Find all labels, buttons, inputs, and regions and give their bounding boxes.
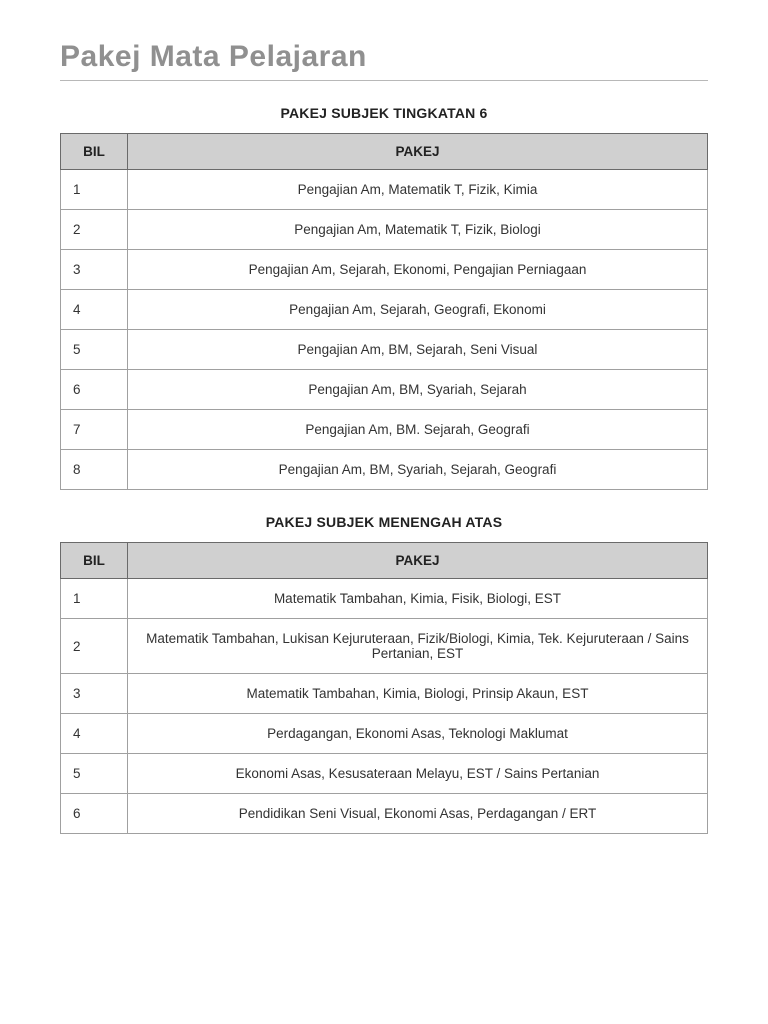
table-row: 8Pengajian Am, BM, Syariah, Sejarah, Geo… <box>61 450 708 490</box>
cell-pakej: Ekonomi Asas, Kesusateraan Melayu, EST /… <box>128 754 708 794</box>
table-row: 4Pengajian Am, Sejarah, Geografi, Ekonom… <box>61 290 708 330</box>
cell-pakej: Pengajian Am, BM. Sejarah, Geografi <box>128 410 708 450</box>
table-menengah-atas: BIL PAKEJ 1Matematik Tambahan, Kimia, Fi… <box>60 542 708 834</box>
cell-pakej: Pengajian Am, BM, Syariah, Sejarah <box>128 370 708 410</box>
cell-pakej: Pengajian Am, Matematik T, Fizik, Biolog… <box>128 210 708 250</box>
cell-bil: 3 <box>61 674 128 714</box>
cell-pakej: Pengajian Am, Sejarah, Geografi, Ekonomi <box>128 290 708 330</box>
cell-pakej: Matematik Tambahan, Kimia, Fisik, Biolog… <box>128 579 708 619</box>
table-row: 3Matematik Tambahan, Kimia, Biologi, Pri… <box>61 674 708 714</box>
cell-pakej: Perdagangan, Ekonomi Asas, Teknologi Mak… <box>128 714 708 754</box>
table-tingkatan6: BIL PAKEJ 1Pengajian Am, Matematik T, Fi… <box>60 133 708 490</box>
cell-bil: 3 <box>61 250 128 290</box>
table-row: 6Pendidikan Seni Visual, Ekonomi Asas, P… <box>61 794 708 834</box>
page-title: Pakej Mata Pelajaran <box>60 40 708 74</box>
cell-bil: 8 <box>61 450 128 490</box>
cell-pakej: Matematik Tambahan, Kimia, Biologi, Prin… <box>128 674 708 714</box>
table-row: 3Pengajian Am, Sejarah, Ekonomi, Pengaji… <box>61 250 708 290</box>
table-row: 5Pengajian Am, BM, Sejarah, Seni Visual <box>61 330 708 370</box>
cell-pakej: Pendidikan Seni Visual, Ekonomi Asas, Pe… <box>128 794 708 834</box>
cell-pakej: Pengajian Am, BM, Syariah, Sejarah, Geog… <box>128 450 708 490</box>
cell-pakej: Pengajian Am, Matematik T, Fizik, Kimia <box>128 170 708 210</box>
cell-bil: 5 <box>61 330 128 370</box>
cell-bil: 2 <box>61 619 128 674</box>
table-row: 2Pengajian Am, Matematik T, Fizik, Biolo… <box>61 210 708 250</box>
table-row: 5Ekonomi Asas, Kesusateraan Melayu, EST … <box>61 754 708 794</box>
section1-title: PAKEJ SUBJEK TINGKATAN 6 <box>60 105 708 121</box>
cell-bil: 4 <box>61 714 128 754</box>
cell-bil: 2 <box>61 210 128 250</box>
section2-title: PAKEJ SUBJEK MENENGAH ATAS <box>60 514 708 530</box>
cell-bil: 4 <box>61 290 128 330</box>
col-header-pakej: PAKEJ <box>128 543 708 579</box>
table-row: 4Perdagangan, Ekonomi Asas, Teknologi Ma… <box>61 714 708 754</box>
cell-bil: 6 <box>61 794 128 834</box>
table-row: 6Pengajian Am, BM, Syariah, Sejarah <box>61 370 708 410</box>
table-row: 1Matematik Tambahan, Kimia, Fisik, Biolo… <box>61 579 708 619</box>
table-row: 7Pengajian Am, BM. Sejarah, Geografi <box>61 410 708 450</box>
col-header-bil: BIL <box>61 134 128 170</box>
table-row: 2Matematik Tambahan, Lukisan Kejuruteraa… <box>61 619 708 674</box>
cell-bil: 7 <box>61 410 128 450</box>
cell-bil: 1 <box>61 170 128 210</box>
cell-bil: 6 <box>61 370 128 410</box>
cell-pakej: Matematik Tambahan, Lukisan Kejuruteraan… <box>128 619 708 674</box>
cell-pakej: Pengajian Am, BM, Sejarah, Seni Visual <box>128 330 708 370</box>
col-header-pakej: PAKEJ <box>128 134 708 170</box>
cell-bil: 5 <box>61 754 128 794</box>
col-header-bil: BIL <box>61 543 128 579</box>
table-row: 1Pengajian Am, Matematik T, Fizik, Kimia <box>61 170 708 210</box>
cell-bil: 1 <box>61 579 128 619</box>
cell-pakej: Pengajian Am, Sejarah, Ekonomi, Pengajia… <box>128 250 708 290</box>
title-divider <box>60 80 708 81</box>
